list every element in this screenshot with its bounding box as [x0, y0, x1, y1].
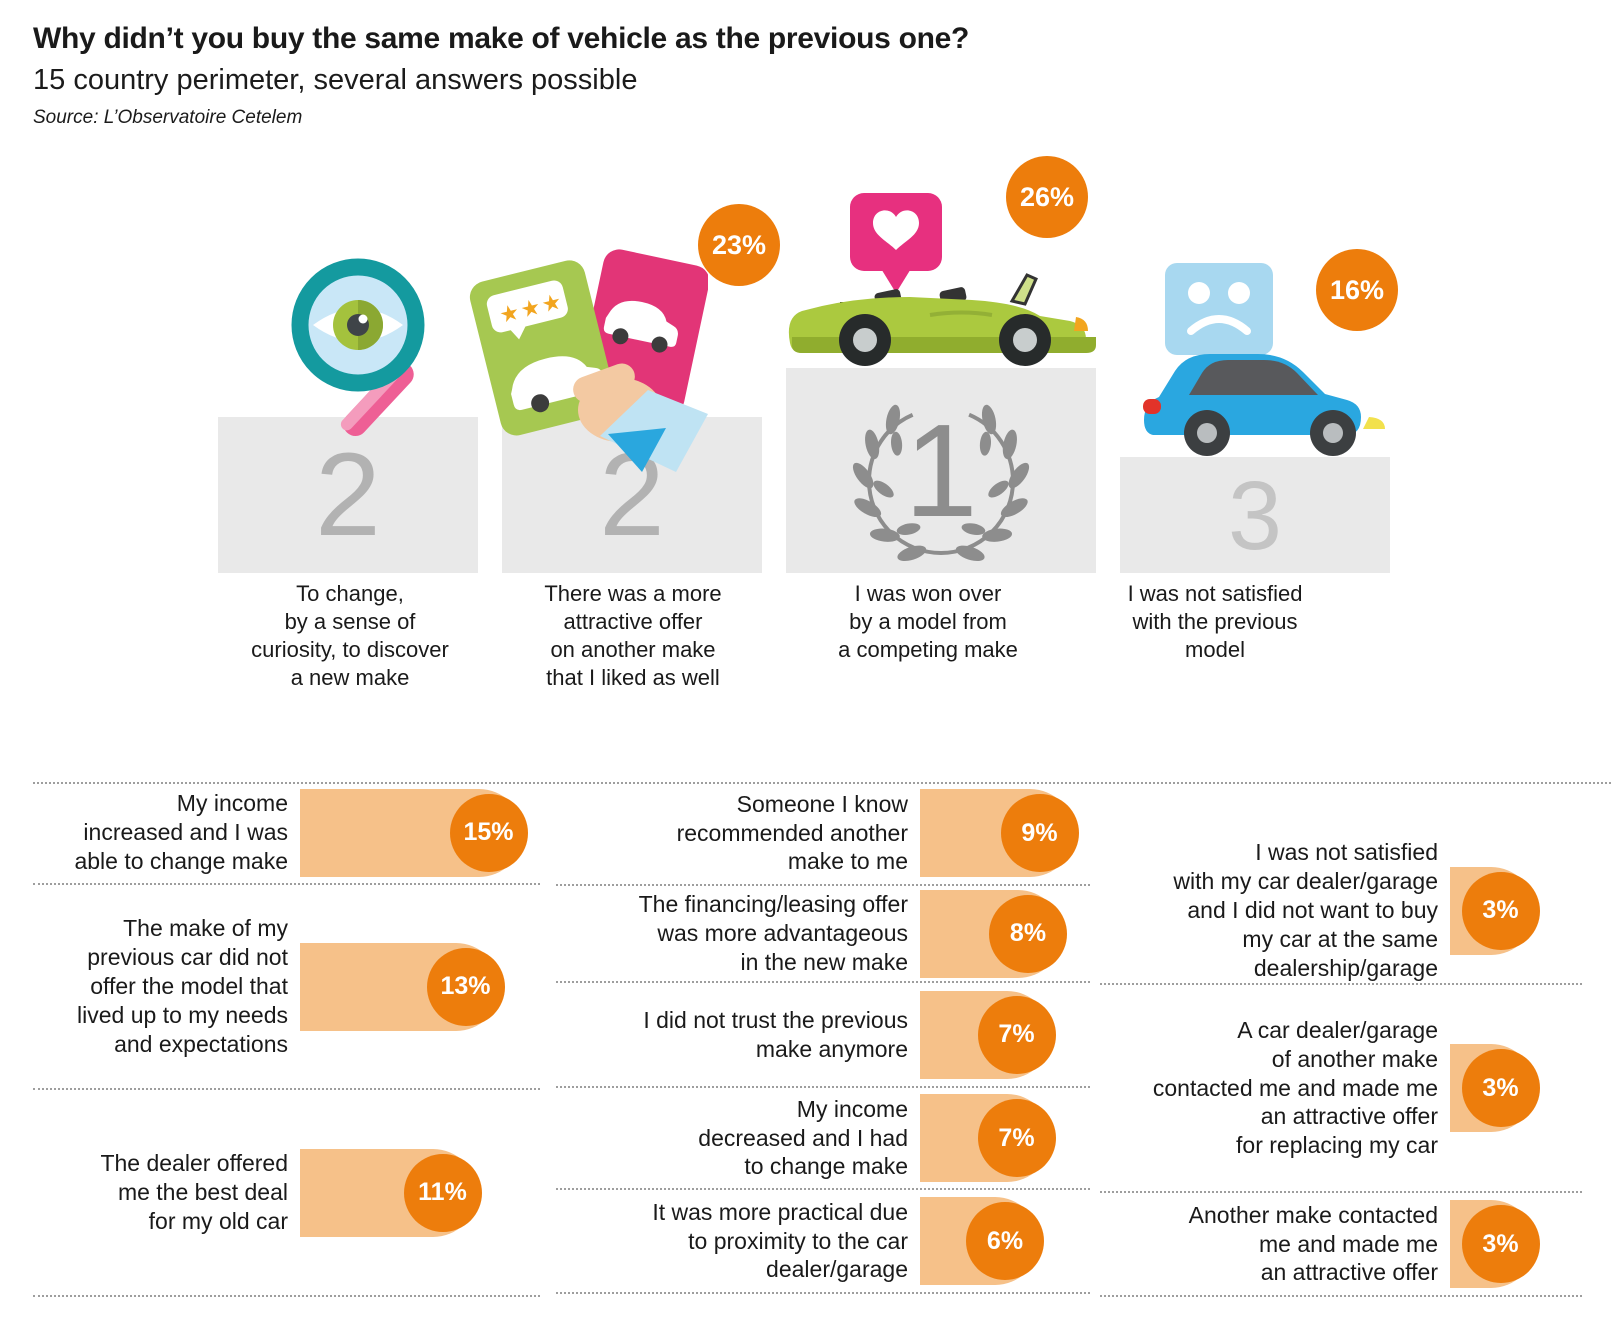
- podium-caption: To change, by a sense of curiosity, to d…: [251, 581, 449, 690]
- pct-circle-label: 6%: [986, 1226, 1024, 1255]
- podium-pct-badge: 26%: [1006, 156, 1088, 238]
- bar-row-label: Another make contacted me and made me an…: [1188, 1201, 1438, 1286]
- podium-block-2a: 2: [218, 417, 478, 573]
- bar-row-label: It was more practical due to proximity t…: [652, 1198, 908, 1283]
- bar-row: Someone I know recommended another make …: [556, 782, 1090, 886]
- bar: 3%: [1450, 1044, 1540, 1132]
- pct-circle-label: 3%: [1482, 1229, 1519, 1258]
- bar: 8%: [920, 889, 1067, 978]
- magnifier-eye-icon: [291, 258, 425, 437]
- bar-row-label: A car dealer/garage of another make cont…: [1152, 1016, 1438, 1159]
- pct-circle-label: 13%: [440, 972, 491, 1000]
- bar-row-label: I did not trust the previous make anymor…: [643, 1006, 908, 1062]
- dotted-separator: [33, 782, 1611, 784]
- bar-row: My income decreased and I had to change …: [556, 1088, 1090, 1190]
- bar-row: Another make contacted me and made me an…: [1100, 1193, 1582, 1297]
- reasons-bar-list: My income increased and I was able to ch…: [33, 782, 1611, 1299]
- bar-row-label: The dealer offered me the best deal for …: [100, 1150, 288, 1234]
- podium-caption: There was a more attractive offer on ano…: [544, 581, 722, 690]
- bar-column-middle: Someone I know recommended another make …: [556, 782, 1090, 1294]
- bar-row-label: The make of my previous car did not offe…: [77, 915, 288, 1057]
- pct-circle: 13%: [426, 947, 505, 1026]
- loved-convertible-icon: [788, 193, 1096, 366]
- rank-number: 2: [315, 429, 381, 561]
- page-title: Why didn’t you buy the same make of vehi…: [33, 22, 970, 55]
- header: Why didn’t you buy the same make of vehi…: [33, 22, 1593, 129]
- pct-circle: 15%: [449, 793, 528, 872]
- pct-circle: 6%: [966, 1202, 1044, 1280]
- bar-row: I was not satisfied with my car dealer/g…: [1100, 782, 1582, 985]
- rating-cards-hand-icon: ★★★: [469, 249, 708, 472]
- pct-circle: 3%: [1461, 1205, 1540, 1283]
- rank-number: 1: [904, 396, 978, 544]
- podium-pct-badge: 23%: [698, 204, 780, 286]
- podium-caption: I was not satisfied with the previous mo…: [1127, 581, 1303, 662]
- podium-pct-badge: 16%: [1316, 249, 1398, 331]
- pct-circle-label: 11%: [418, 1178, 467, 1206]
- source-note: Source: L’Observatoire Cetelem: [33, 107, 303, 128]
- pct-circle: 7%: [977, 995, 1056, 1074]
- bar-row: A car dealer/garage of another make cont…: [1100, 985, 1582, 1193]
- bar: 3%: [1450, 1200, 1540, 1288]
- pct-circle: 8%: [989, 894, 1067, 973]
- pct-circle: 9%: [1000, 794, 1079, 872]
- page-subtitle: 15 country perimeter, several answers po…: [33, 64, 638, 96]
- podium-block-1: 1: [786, 368, 1096, 573]
- bar-row: The make of my previous car did not offe…: [33, 885, 540, 1090]
- bar-row: It was more practical due to proximity t…: [556, 1190, 1090, 1294]
- podium-stage: 2 2: [0, 150, 1621, 782]
- bar-row-label: I was not satisfied with my car dealer/g…: [1173, 839, 1438, 981]
- bar: 9%: [920, 789, 1079, 877]
- pct-circle-label: 7%: [998, 1020, 1035, 1048]
- pct-circle: 3%: [1461, 1049, 1540, 1127]
- rank-number: 3: [1228, 460, 1282, 570]
- pct-circle: 11%: [403, 1153, 482, 1232]
- bar: 15%: [300, 788, 528, 877]
- pct-circle-label: 3%: [1482, 1073, 1519, 1102]
- podium-block-3: 3: [1120, 457, 1390, 573]
- podium-caption: I was won over by a model from a competi…: [838, 581, 1018, 662]
- bar: 7%: [920, 1094, 1056, 1182]
- bar-row: I did not trust the previous make anymor…: [556, 983, 1090, 1088]
- bar-row: My income increased and I was able to ch…: [33, 782, 540, 885]
- sad-bubble-car-icon: [1143, 263, 1385, 456]
- bar-row-label: The financing/leasing offer was more adv…: [638, 891, 908, 975]
- bar-row-label: Someone I know recommended another make …: [676, 790, 908, 875]
- pct-circle-label: 9%: [1021, 818, 1058, 847]
- bar-row-label: My income increased and I was able to ch…: [74, 790, 288, 874]
- bar-column-right: I was not satisfied with my car dealer/g…: [1100, 782, 1582, 1297]
- pct-circle-label: 15%: [463, 818, 514, 846]
- bar: 7%: [920, 990, 1056, 1079]
- pct-circle: 7%: [977, 1099, 1056, 1177]
- bar-column-left: My income increased and I was able to ch…: [33, 782, 540, 1297]
- bar: 3%: [1450, 866, 1540, 955]
- pct-circle: 3%: [1461, 871, 1540, 950]
- pct-circle-label: 8%: [1009, 919, 1047, 947]
- bar-row: The financing/leasing offer was more adv…: [556, 886, 1090, 983]
- laurel-wreath-icon: [852, 404, 1030, 562]
- bar-row: The dealer offered me the best deal for …: [33, 1090, 540, 1297]
- bar: 13%: [300, 942, 505, 1031]
- bar: 6%: [920, 1197, 1044, 1285]
- pct-circle-label: 3%: [1482, 896, 1519, 924]
- bar-row-label: My income decreased and I had to change …: [698, 1095, 908, 1180]
- bar: 11%: [300, 1148, 482, 1237]
- pct-circle-label: 7%: [998, 1123, 1035, 1152]
